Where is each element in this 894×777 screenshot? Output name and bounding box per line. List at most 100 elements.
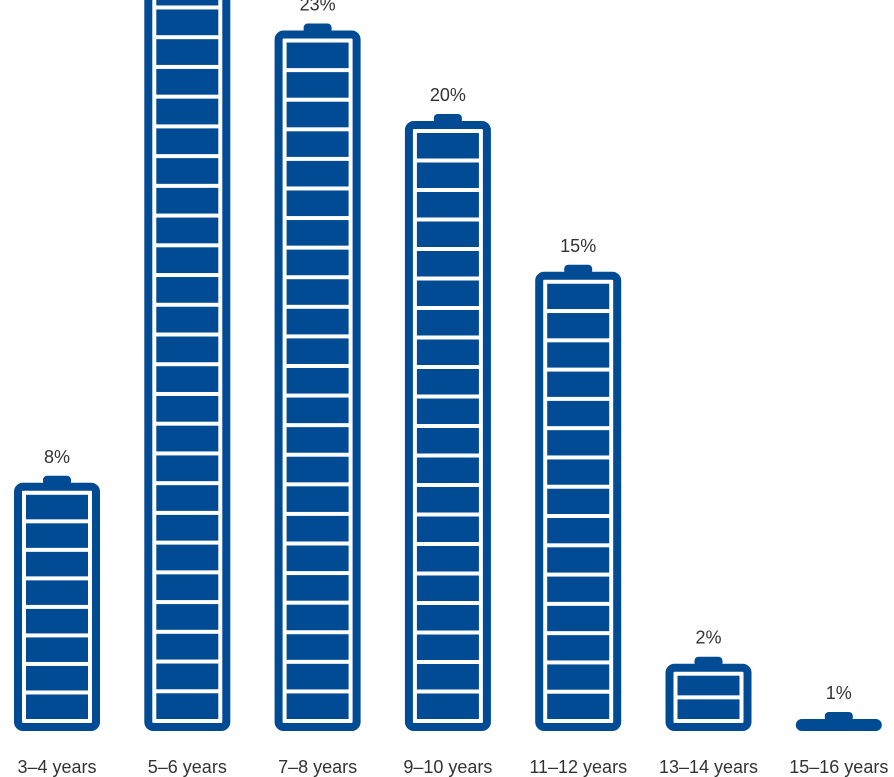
battery-cell: [286, 249, 349, 276]
battery-cell: [156, 336, 219, 363]
battery-cell: [286, 101, 349, 128]
category-label: 5–6 years: [148, 757, 227, 777]
battery-cell: [156, 68, 219, 95]
battery-cell: [156, 425, 219, 452]
battery-cell: [547, 430, 610, 456]
battery-body: [535, 271, 622, 731]
battery-cell: [547, 664, 610, 690]
battery-cell: [286, 427, 349, 453]
battery-cap: [43, 475, 71, 486]
battery-cell: [156, 485, 219, 511]
battery-cell: [156, 306, 219, 333]
battery-cell: [677, 699, 740, 719]
battery-cell: [416, 398, 479, 424]
battery-body: [14, 482, 100, 731]
battery-cell: [547, 635, 610, 661]
value-label: 20%: [430, 85, 466, 105]
battery-cell: [286, 604, 349, 631]
battery-cell: [286, 220, 349, 246]
battery-cell: [547, 605, 610, 632]
category-label: 7–8 years: [278, 757, 357, 777]
battery-cell: [416, 575, 479, 601]
battery-cell: [547, 283, 610, 310]
battery-cell: [26, 608, 88, 634]
battery-cell: [547, 342, 610, 368]
battery-cell: [416, 133, 479, 159]
battery-cell: [26, 494, 88, 520]
battery-body: [144, 0, 231, 731]
battery-cell: [286, 338, 349, 364]
battery-cell: [26, 694, 88, 719]
battery-cell: [547, 313, 610, 339]
battery-cell: [156, 604, 219, 630]
battery-cell: [416, 428, 479, 454]
battery-cell: [416, 457, 479, 483]
battery-cell: [156, 366, 219, 392]
battery-cell: [286, 131, 349, 157]
battery-cell: [286, 279, 349, 305]
battery-cell: [156, 158, 219, 184]
value-label: 2%: [695, 628, 721, 648]
category-label: 15–16 years: [789, 757, 888, 777]
battery-body: [795, 719, 882, 731]
battery-cell: [416, 664, 479, 690]
value-label: 23%: [300, 0, 336, 15]
battery-cell: [26, 637, 88, 662]
battery-body: [404, 121, 491, 731]
category-label: 9–10 years: [403, 757, 492, 777]
battery-cell: [547, 459, 610, 485]
battery-cap: [694, 656, 723, 667]
battery-cell: [156, 633, 219, 660]
battery-cap: [564, 264, 593, 275]
battery-cell: [416, 280, 479, 306]
battery-body: [274, 30, 361, 732]
battery-cell: [416, 487, 479, 513]
battery-cell: [547, 576, 610, 602]
battery-cell: [286, 545, 349, 572]
battery-cell: [416, 369, 479, 395]
battery-cell: [286, 367, 349, 394]
battery-cell: [156, 9, 219, 36]
battery-cell: [416, 251, 479, 277]
battery-cell: [156, 544, 219, 571]
battery-cell: [156, 574, 219, 601]
battery-cell: [416, 310, 479, 336]
battery-cell: [286, 486, 349, 512]
battery-body: [665, 663, 752, 732]
battery-cell: [286, 308, 349, 335]
battery-cell: [156, 395, 219, 422]
battery-cell: [286, 634, 349, 660]
battery-cell: [26, 551, 88, 577]
battery-cell: [416, 221, 479, 247]
battery-cell: [416, 605, 479, 631]
battery-cell: [286, 456, 349, 483]
battery-cell: [156, 217, 219, 244]
battery-cell: [156, 455, 219, 482]
battery-cell: [416, 339, 479, 365]
category-label: 3–4 years: [17, 757, 96, 777]
value-label: 8%: [44, 447, 70, 467]
battery-cell: [286, 693, 349, 719]
battery-cell: [156, 98, 219, 125]
battery-cell: [156, 39, 219, 65]
battery-cell: [547, 518, 610, 544]
category-label: 11–12 years: [529, 757, 627, 777]
battery-cell: [416, 693, 479, 719]
battery-cell: [156, 128, 219, 155]
battery-cell: [416, 546, 479, 572]
battery-cell: [286, 42, 349, 69]
battery-cell: [286, 190, 349, 217]
battery-cell: [156, 0, 219, 6]
battery-cell: [547, 488, 610, 515]
battery-cell: [26, 665, 88, 691]
battery-cell: [26, 580, 88, 605]
battery-cell: [156, 693, 219, 719]
battery-cell: [286, 575, 349, 601]
battery-cell: [547, 371, 610, 397]
battery-cell: [677, 675, 740, 696]
battery-cell: [547, 547, 610, 573]
battery-cell: [156, 247, 219, 274]
battery-cell: [286, 515, 349, 542]
battery-cell: [416, 162, 479, 188]
